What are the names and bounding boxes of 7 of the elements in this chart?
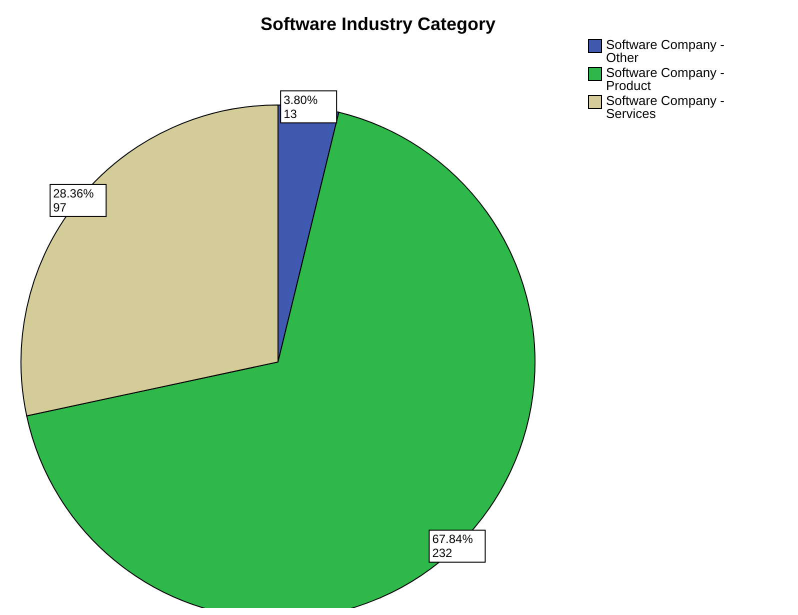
data-label: 28.36% 97 [53,186,94,214]
legend-label: Software Company - Product [606,65,726,93]
legend-label: Software Company - Other [606,37,726,65]
chart-title: Software Industry Category [259,14,497,35]
data-label: 67.84% 232 [432,532,474,560]
data-label: 3.80% 13 [284,92,318,121]
legend-label: Software Company - Services [606,93,726,121]
